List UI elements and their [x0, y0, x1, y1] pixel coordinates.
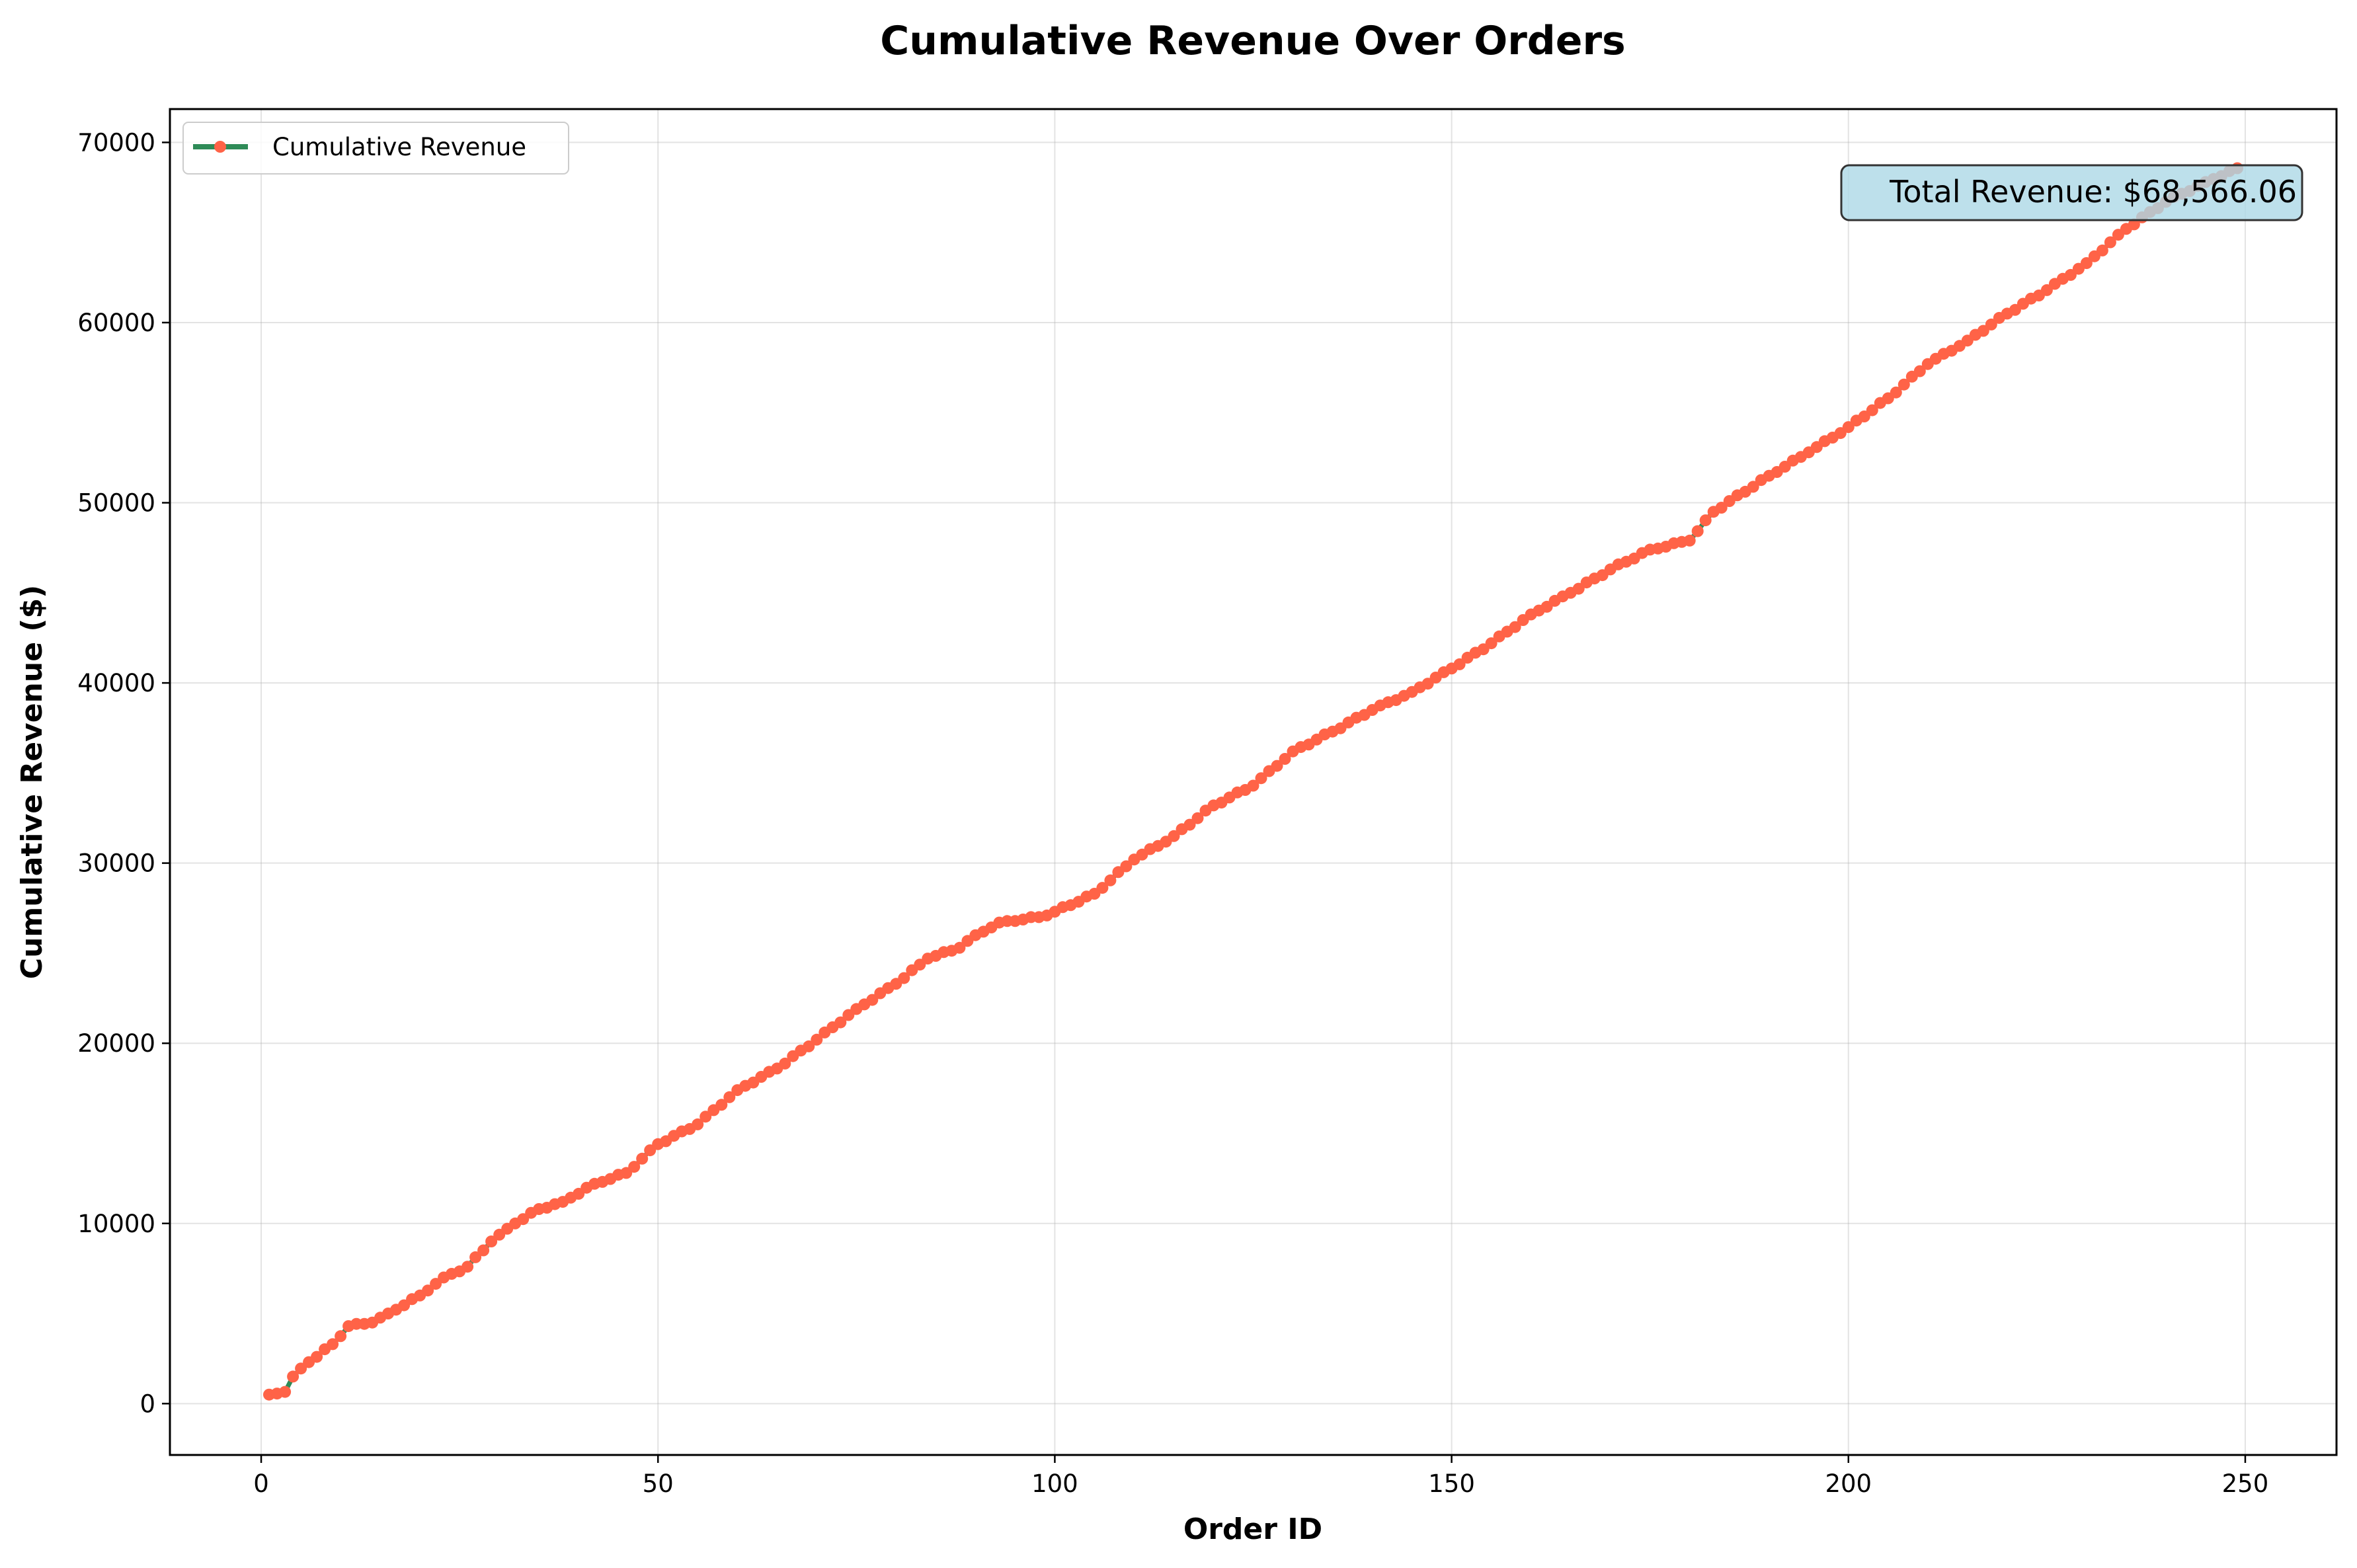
data-point [628, 1161, 641, 1173]
data-point [327, 1338, 339, 1351]
data-point [295, 1362, 307, 1375]
data-point [1453, 658, 1466, 670]
legend: Cumulative Revenue [182, 122, 569, 175]
data-point [1898, 378, 1910, 391]
annotation-text: Total Revenue: $68,566.06 [1889, 174, 2297, 210]
x-tick-label: 50 [643, 1470, 674, 1498]
data-point [1977, 325, 1989, 337]
plot-frame [169, 108, 2338, 1456]
data-point [2040, 284, 2053, 296]
y-tick-label: 40000 [77, 669, 155, 697]
legend-marker-swatch [214, 141, 226, 153]
data-point [485, 1235, 498, 1247]
data-point [335, 1330, 347, 1343]
data-point [1890, 386, 1902, 399]
y-tick-label: 10000 [77, 1210, 155, 1238]
x-tick-label: 100 [1031, 1470, 1078, 1498]
y-tick-label: 70000 [77, 128, 155, 157]
y-tick-label: 20000 [77, 1029, 155, 1058]
data-point [279, 1386, 292, 1398]
data-point [1104, 874, 1117, 886]
chart-title: Cumulative Revenue Over Orders [880, 18, 1626, 64]
data-point [636, 1152, 649, 1165]
data-point [1842, 421, 1855, 434]
y-tick-label: 50000 [77, 489, 155, 518]
data-point [866, 994, 879, 1006]
data-point [1183, 818, 1196, 831]
data-point [477, 1244, 490, 1257]
data-point [517, 1213, 530, 1226]
data-point [811, 1033, 823, 1046]
x-tick-label: 150 [1428, 1470, 1475, 1498]
data-point [1985, 318, 1997, 331]
x-tick-label: 200 [1825, 1470, 1872, 1498]
x-tick-label: 0 [253, 1470, 269, 1498]
y-tick-label: 30000 [77, 849, 155, 878]
data-point [699, 1111, 712, 1123]
data-point [1485, 637, 1498, 650]
x-tick-label: 250 [2222, 1470, 2269, 1498]
data-point [2104, 236, 2116, 249]
data-point [1279, 753, 1291, 765]
data-point [2096, 244, 2108, 256]
data-point [834, 1016, 847, 1029]
y-tick-label: 0 [140, 1390, 155, 1418]
x-axis-label: Order ID [1183, 1512, 1322, 1546]
y-axis-label: Cumulative Revenue ($) [15, 585, 49, 979]
data-point [1747, 481, 1759, 493]
data-point [469, 1251, 482, 1263]
axis-ticks: 0 50 100 150 200 250 0 10000 20000 30000 40000 5000… [77, 128, 2268, 1498]
legend-entry-label: Cumulative Revenue [272, 133, 526, 161]
data-point [1691, 525, 1704, 537]
data-point [1913, 365, 1926, 377]
data-point [461, 1261, 474, 1273]
data-point [898, 972, 910, 984]
data-point [1120, 860, 1133, 873]
data-point [803, 1040, 815, 1052]
data-point [779, 1057, 791, 1070]
data-point [1572, 582, 1585, 595]
y-tick-label: 60000 [77, 309, 155, 337]
data-point [1168, 830, 1180, 842]
data-point [287, 1370, 300, 1383]
data-point [2080, 257, 2093, 269]
data-point [430, 1278, 442, 1290]
data-point [1699, 514, 1712, 527]
data-point [692, 1118, 704, 1130]
data-point [1715, 502, 1728, 514]
data-point [953, 941, 966, 954]
data-point [1191, 812, 1204, 824]
data-point [1866, 404, 1878, 416]
data-point [715, 1099, 728, 1111]
data-point [2128, 218, 2140, 231]
data-point [1096, 882, 1109, 894]
data-point [1509, 621, 1521, 633]
data-point [422, 1284, 434, 1297]
data-point [1255, 772, 1267, 785]
legend-box [182, 122, 569, 175]
data-point [723, 1091, 736, 1103]
data-point [1683, 534, 1696, 547]
data-point [1247, 779, 1259, 792]
data-point [1271, 760, 1283, 772]
annotation-box [1840, 164, 2303, 221]
data-point [311, 1351, 323, 1363]
total-revenue-annotation: Total Revenue: $68,566.06 [1840, 164, 2303, 221]
grid-lines [170, 109, 2337, 1455]
